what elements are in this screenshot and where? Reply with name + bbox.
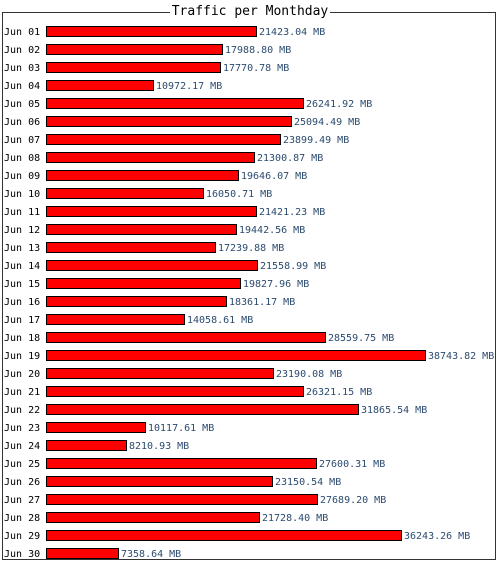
category-label: Jun 21 xyxy=(4,387,40,398)
bar xyxy=(46,548,119,559)
bar xyxy=(46,152,255,163)
value-label: 31865.54 MB xyxy=(361,405,427,416)
bar xyxy=(46,332,326,343)
value-label: 14058.61 MB xyxy=(187,315,253,326)
value-label: 21558.99 MB xyxy=(260,261,326,272)
value-label: 28559.75 MB xyxy=(328,333,394,344)
value-label: 21423.04 MB xyxy=(259,27,325,38)
category-label: Jun 13 xyxy=(4,243,40,254)
value-label: 7358.64 MB xyxy=(121,549,181,560)
bar xyxy=(46,386,304,397)
category-label: Jun 19 xyxy=(4,351,40,362)
value-label: 18361.17 MB xyxy=(229,297,295,308)
bar xyxy=(46,494,318,505)
value-label: 19827.96 MB xyxy=(243,279,309,290)
bar xyxy=(46,134,281,145)
bar xyxy=(46,116,292,127)
bar xyxy=(46,512,260,523)
bar xyxy=(46,260,258,271)
category-label: Jun 24 xyxy=(4,441,40,452)
category-label: Jun 18 xyxy=(4,333,40,344)
bar xyxy=(46,422,146,433)
chart-title: Traffic per Monthday xyxy=(0,4,500,19)
category-label: Jun 09 xyxy=(4,171,40,182)
bar xyxy=(46,296,227,307)
value-label: 27600.31 MB xyxy=(319,459,385,470)
bar xyxy=(46,242,216,253)
bar xyxy=(46,98,304,109)
category-label: Jun 17 xyxy=(4,315,40,326)
category-label: Jun 06 xyxy=(4,117,40,128)
category-label: Jun 03 xyxy=(4,63,40,74)
bar xyxy=(46,368,274,379)
bar xyxy=(46,278,241,289)
value-label: 21421.23 MB xyxy=(259,207,325,218)
bar xyxy=(46,314,185,325)
value-label: 23899.49 MB xyxy=(283,135,349,146)
bar xyxy=(46,188,204,199)
category-label: Jun 10 xyxy=(4,189,40,200)
value-label: 23190.08 MB xyxy=(276,369,342,380)
bar xyxy=(46,350,426,361)
value-label: 26321.15 MB xyxy=(306,387,372,398)
value-label: 27689.20 MB xyxy=(320,495,386,506)
category-label: Jun 30 xyxy=(4,549,40,560)
category-label: Jun 02 xyxy=(4,45,40,56)
value-label: 10117.61 MB xyxy=(148,423,214,434)
category-label: Jun 27 xyxy=(4,495,40,506)
category-label: Jun 05 xyxy=(4,99,40,110)
value-label: 8210.93 MB xyxy=(129,441,189,452)
bar xyxy=(46,170,239,181)
category-label: Jun 07 xyxy=(4,135,40,146)
bar xyxy=(46,206,257,217)
value-label: 26241.92 MB xyxy=(306,99,372,110)
category-label: Jun 08 xyxy=(4,153,40,164)
value-label: 19442.56 MB xyxy=(239,225,305,236)
bar xyxy=(46,404,359,415)
value-label: 23150.54 MB xyxy=(275,477,341,488)
category-label: Jun 25 xyxy=(4,459,40,470)
bar xyxy=(46,458,317,469)
category-label: Jun 28 xyxy=(4,513,40,524)
bar xyxy=(46,44,223,55)
value-label: 21300.87 MB xyxy=(257,153,323,164)
bar xyxy=(46,26,257,37)
category-label: Jun 11 xyxy=(4,207,40,218)
value-label: 36243.26 MB xyxy=(404,531,470,542)
value-label: 17770.78 MB xyxy=(223,63,289,74)
value-label: 25094.49 MB xyxy=(294,117,360,128)
value-label: 10972.17 MB xyxy=(156,81,222,92)
value-label: 19646.07 MB xyxy=(241,171,307,182)
value-label: 21728.40 MB xyxy=(262,513,328,524)
bar xyxy=(46,530,402,541)
category-label: Jun 12 xyxy=(4,225,40,236)
category-label: Jun 26 xyxy=(4,477,40,488)
category-label: Jun 23 xyxy=(4,423,40,434)
category-label: Jun 16 xyxy=(4,297,40,308)
category-label: Jun 20 xyxy=(4,369,40,380)
chart-title-text: Traffic per Monthday xyxy=(169,4,331,19)
category-label: Jun 04 xyxy=(4,81,40,92)
category-label: Jun 15 xyxy=(4,279,40,290)
bar xyxy=(46,476,273,487)
category-label: Jun 22 xyxy=(4,405,40,416)
value-label: 16050.71 MB xyxy=(206,189,272,200)
value-label: 38743.82 MB xyxy=(428,351,494,362)
bar xyxy=(46,224,237,235)
bar xyxy=(46,440,127,451)
bar xyxy=(46,62,221,73)
value-label: 17988.80 MB xyxy=(225,45,291,56)
bar xyxy=(46,80,154,91)
category-label: Jun 14 xyxy=(4,261,40,272)
category-label: Jun 01 xyxy=(4,27,40,38)
category-label: Jun 29 xyxy=(4,531,40,542)
value-label: 17239.88 MB xyxy=(218,243,284,254)
